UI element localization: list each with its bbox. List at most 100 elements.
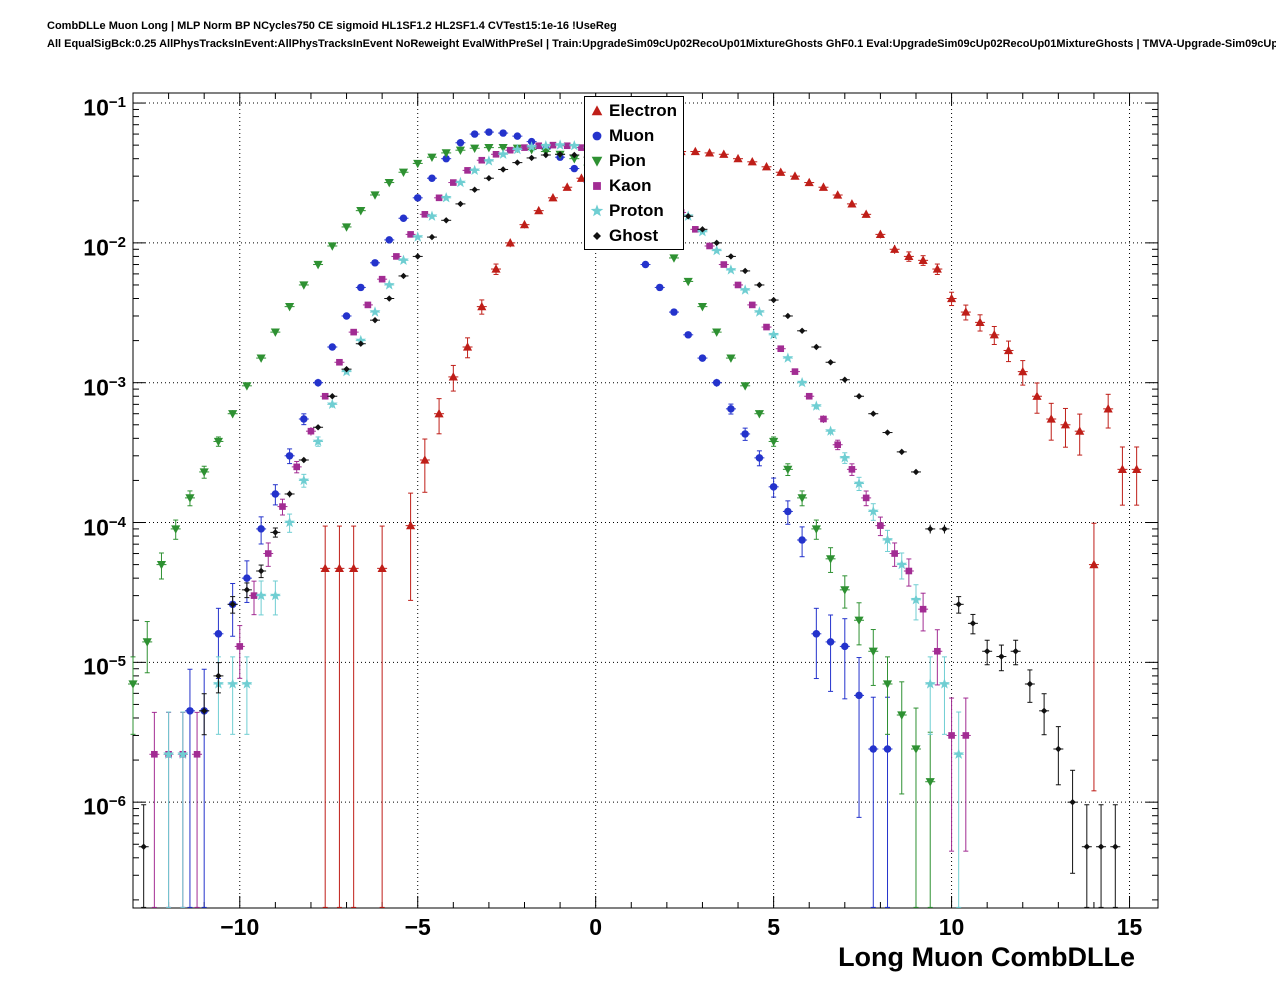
- marker: [307, 427, 315, 435]
- kaon-marker-icon: [593, 181, 601, 190]
- marker: [413, 159, 423, 169]
- marker: [470, 144, 480, 154]
- marker: [1089, 559, 1099, 569]
- marker: [847, 199, 857, 208]
- marker: [768, 329, 780, 340]
- legend-item-kaon: Kaon: [585, 173, 683, 198]
- y-tick-label: 10−5: [83, 653, 126, 680]
- marker: [356, 207, 366, 216]
- marker: [484, 144, 494, 153]
- marker: [506, 146, 514, 154]
- marker: [655, 283, 664, 292]
- marker: [563, 142, 571, 150]
- marker: [961, 307, 971, 316]
- marker: [313, 260, 323, 270]
- marker: [705, 148, 715, 157]
- marker: [877, 522, 884, 529]
- marker: [812, 630, 821, 638]
- marker: [712, 328, 722, 337]
- marker: [349, 563, 359, 572]
- marker: [435, 194, 443, 202]
- marker: [448, 372, 458, 381]
- marker: [542, 151, 550, 159]
- y-tick-label: 10−1: [83, 94, 126, 121]
- marker: [427, 153, 437, 162]
- marker: [499, 129, 507, 137]
- marker: [185, 494, 195, 503]
- marker: [314, 424, 322, 431]
- marker: [406, 520, 416, 530]
- marker: [969, 620, 977, 627]
- marker: [777, 345, 785, 353]
- marker: [215, 672, 222, 680]
- legend-label: Proton: [609, 200, 664, 220]
- marker: [413, 194, 422, 202]
- legend-item-proton: Proton: [585, 198, 683, 223]
- marker: [839, 452, 851, 463]
- marker: [683, 277, 693, 287]
- marker: [841, 376, 849, 383]
- marker: [896, 558, 908, 570]
- x-tick-label: 10: [938, 914, 965, 940]
- marker: [784, 312, 792, 320]
- marker: [925, 778, 935, 787]
- marker: [455, 146, 465, 156]
- marker: [428, 233, 436, 241]
- marker: [739, 284, 751, 295]
- marker: [947, 293, 957, 303]
- marker: [469, 164, 481, 175]
- marker: [578, 144, 585, 151]
- marker: [450, 179, 457, 186]
- marker: [924, 678, 936, 689]
- marker: [1112, 843, 1119, 850]
- marker: [441, 149, 451, 158]
- marker: [818, 182, 829, 191]
- marker: [350, 328, 357, 336]
- marker: [834, 441, 841, 449]
- marker: [142, 638, 152, 647]
- marker: [576, 173, 586, 182]
- marker: [862, 494, 870, 502]
- marker: [393, 253, 400, 260]
- marker: [910, 594, 922, 605]
- marker: [770, 296, 777, 304]
- marker: [440, 192, 452, 203]
- marker: [514, 159, 521, 166]
- y-tick-label: 10−3: [83, 373, 126, 401]
- marker: [241, 678, 253, 689]
- muon-marker-icon: [592, 131, 602, 140]
- marker: [513, 132, 522, 140]
- marker: [1012, 648, 1019, 655]
- marker: [1103, 404, 1113, 413]
- marker: [498, 144, 508, 153]
- marker: [336, 358, 343, 366]
- marker: [796, 377, 808, 388]
- marker: [989, 330, 999, 339]
- marker: [698, 354, 707, 362]
- marker: [383, 279, 395, 290]
- marker: [548, 193, 558, 202]
- marker: [927, 525, 934, 533]
- marker: [641, 260, 650, 269]
- marker: [378, 275, 386, 283]
- marker: [1132, 464, 1142, 473]
- marker: [377, 563, 387, 572]
- marker: [706, 242, 713, 250]
- marker: [998, 653, 1005, 660]
- marker: [755, 454, 764, 462]
- marker: [911, 745, 921, 754]
- y-tick-label: 10−2: [83, 233, 126, 261]
- marker: [1055, 745, 1062, 753]
- marker: [272, 529, 279, 536]
- marker: [948, 732, 955, 739]
- marker: [855, 691, 863, 700]
- marker: [519, 219, 530, 229]
- marker: [299, 281, 309, 290]
- marker: [256, 354, 266, 363]
- marker: [257, 525, 265, 533]
- marker: [151, 750, 158, 758]
- marker: [355, 334, 367, 346]
- x-axis-title: Long Muon CombDLLe: [838, 942, 1135, 972]
- marker: [286, 490, 293, 498]
- marker: [505, 238, 515, 247]
